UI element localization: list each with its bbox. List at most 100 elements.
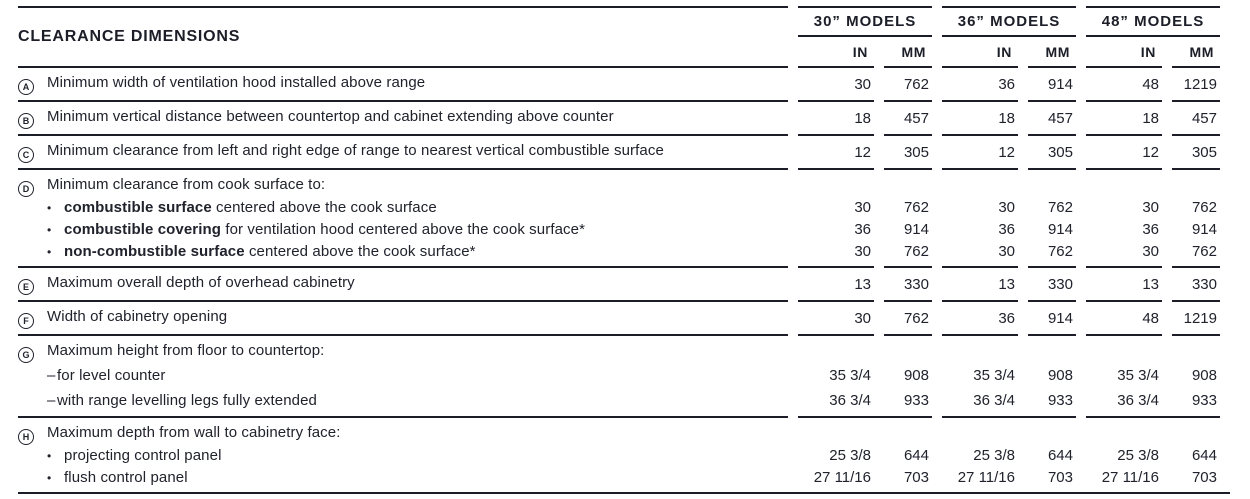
letter-badge-b: B [18,112,34,129]
value-cell: 13 [1086,268,1162,302]
row-d-item-bold: combustible surface [64,199,212,216]
value-cell: 330 [884,268,932,302]
row-a-label: A Minimum width of ventilation hood insta… [18,68,788,102]
value-cell: 762 [884,68,932,102]
row-d-item: • combustible covering for ventilation ho… [18,219,788,241]
value-cell: 48 [1086,302,1162,336]
letter-badge-h: H [18,429,34,445]
value-cell: 12 [942,136,1018,170]
value-cell: 12 [798,136,874,170]
bullet-marker: • [47,223,52,237]
table-row-a: A Minimum width of ventilation hood insta… [18,68,1220,102]
row-h-item-text: flush control panel [64,469,188,486]
bullet-marker: • [47,449,52,463]
row-d-item: • combustible surface centered above the … [18,197,788,219]
row-f-text: Width of cabinetry opening [47,307,228,325]
value-group-cell: 35 3/4 36 3/4 908 933 [942,336,1076,418]
row-d-label: D Minimum clearance from cook surface to:… [18,170,788,268]
row-g-text: Maximum height from floor to countertop: [47,342,325,359]
table-row-e: E Maximum overall depth of overhead cabin… [18,268,1220,302]
value-cell: 18 [798,102,874,136]
row-f-label: F Width of cabinetry opening [18,302,788,336]
unit-header: MM [1172,37,1220,68]
row-g-item: – with range levelling legs fully extende… [18,388,788,413]
unit-header: MM [884,37,932,68]
value-cell: 914 [1028,302,1076,336]
column-group-30: 30” MODELS [798,6,932,37]
table-row-d: D Minimum clearance from cook surface to:… [18,170,1220,268]
value-cell: 762 914 762 [1172,170,1220,268]
value-cell: 305 [1172,136,1220,170]
dash-marker: – [47,367,56,384]
unit-header: IN [798,37,874,68]
row-c-label: C Minimum clearance from left and right e… [18,136,788,170]
value-cell: 644 703 [903,447,929,486]
unit-header: IN [942,37,1018,68]
row-g-item-text: with range levelling legs fully extended [57,392,317,409]
row-e-label: E Maximum overall depth of overhead cabin… [18,268,788,302]
value-cell: 457 [1172,102,1220,136]
header-row-groups: CLEARANCE DIMENSIONS 30” MODELS 36” MODE… [18,6,1220,68]
value-group-cell: 35 3/4 36 3/4 908 933 [1086,336,1220,418]
value-cell: 305 [1028,136,1076,170]
value-cell: 36 [942,68,1018,102]
spec-table-wrapper: CLEARANCE DIMENSIONS 30” MODELS 36” MODE… [18,6,1230,494]
value-cell: 13 [942,268,1018,302]
clearance-dimensions-table: CLEARANCE DIMENSIONS 30” MODELS 36” MODE… [8,6,1230,492]
row-d-item-rest: centered above the cook surface [211,199,437,216]
value-cell: 457 [1028,102,1076,136]
value-cell: 457 [884,102,932,136]
table-row-b: B Minimum vertical distance between count… [18,102,1220,136]
value-cell: 1219 [1172,68,1220,102]
row-d-item-rest: centered above the cook surface* [244,243,476,260]
value-group-cell: 35 3/4 36 3/4 908 933 [798,336,932,418]
value-cell: 30 [798,68,874,102]
value-cell: 762 [884,302,932,336]
row-h-item: • flush control panel [18,467,788,489]
row-d-text: Minimum clearance from cook surface to: [47,176,326,193]
page-title: CLEARANCE DIMENSIONS [18,6,788,68]
value-cell: 30 36 30 [942,170,1018,268]
letter-badge-d: D [18,181,34,197]
table-row-h: H Maximum depth from wall to cabinetry fa… [18,418,1220,492]
letter-badge-f: F [18,312,34,329]
value-cell: 25 3/8 27 11/16 [1101,447,1159,486]
letter-badge-c: C [18,146,34,163]
bullet-marker: • [47,471,52,485]
row-c-text: Minimum clearance from left and right ed… [47,141,664,159]
table-row-g: G Maximum height from floor to countertop… [18,336,1220,418]
letter-badge-g: G [18,347,34,363]
row-d-item-bold: combustible covering [64,221,222,238]
row-h-item-text: projecting control panel [64,447,222,464]
row-h-label: H Maximum depth from wall to cabinetry fa… [18,418,788,492]
value-cell: 305 [884,136,932,170]
row-h-text: Maximum depth from wall to cabinetry fac… [47,424,341,441]
value-cell: 12 [1086,136,1162,170]
value-cell: 25 3/8 27 11/16 [957,447,1015,486]
unit-header: IN [1086,37,1162,68]
value-cell: 330 [1172,268,1220,302]
letter-badge-a: A [18,78,34,95]
unit-header: MM [1028,37,1076,68]
value-cell: 18 [1086,102,1162,136]
value-cell: 30 36 30 [1086,170,1162,268]
row-g-item-text: for level counter [57,367,166,384]
dash-marker: – [47,392,56,409]
value-cell: 1219 [1172,302,1220,336]
column-group-48: 48” MODELS [1086,6,1220,37]
value-cell: 13 [798,268,874,302]
value-cell: 644 703 [1191,447,1217,486]
value-cell: 762 914 762 [1028,170,1076,268]
row-e-text: Maximum overall depth of overhead cabine… [47,273,355,291]
letter-badge-e: E [18,278,34,295]
row-a-text: Minimum width of ventilation hood instal… [47,73,426,91]
bullet-marker: • [47,245,52,259]
value-cell: 30 [798,302,874,336]
column-group-36: 36” MODELS [942,6,1076,37]
row-b-label: B Minimum vertical distance between count… [18,102,788,136]
table-row-f: F Width of cabinetry opening 30 762 36 91… [18,302,1220,336]
table-row-c: C Minimum clearance from left and right e… [18,136,1220,170]
row-g-label: G Maximum height from floor to countertop… [18,336,788,418]
bullet-marker: • [47,201,52,215]
